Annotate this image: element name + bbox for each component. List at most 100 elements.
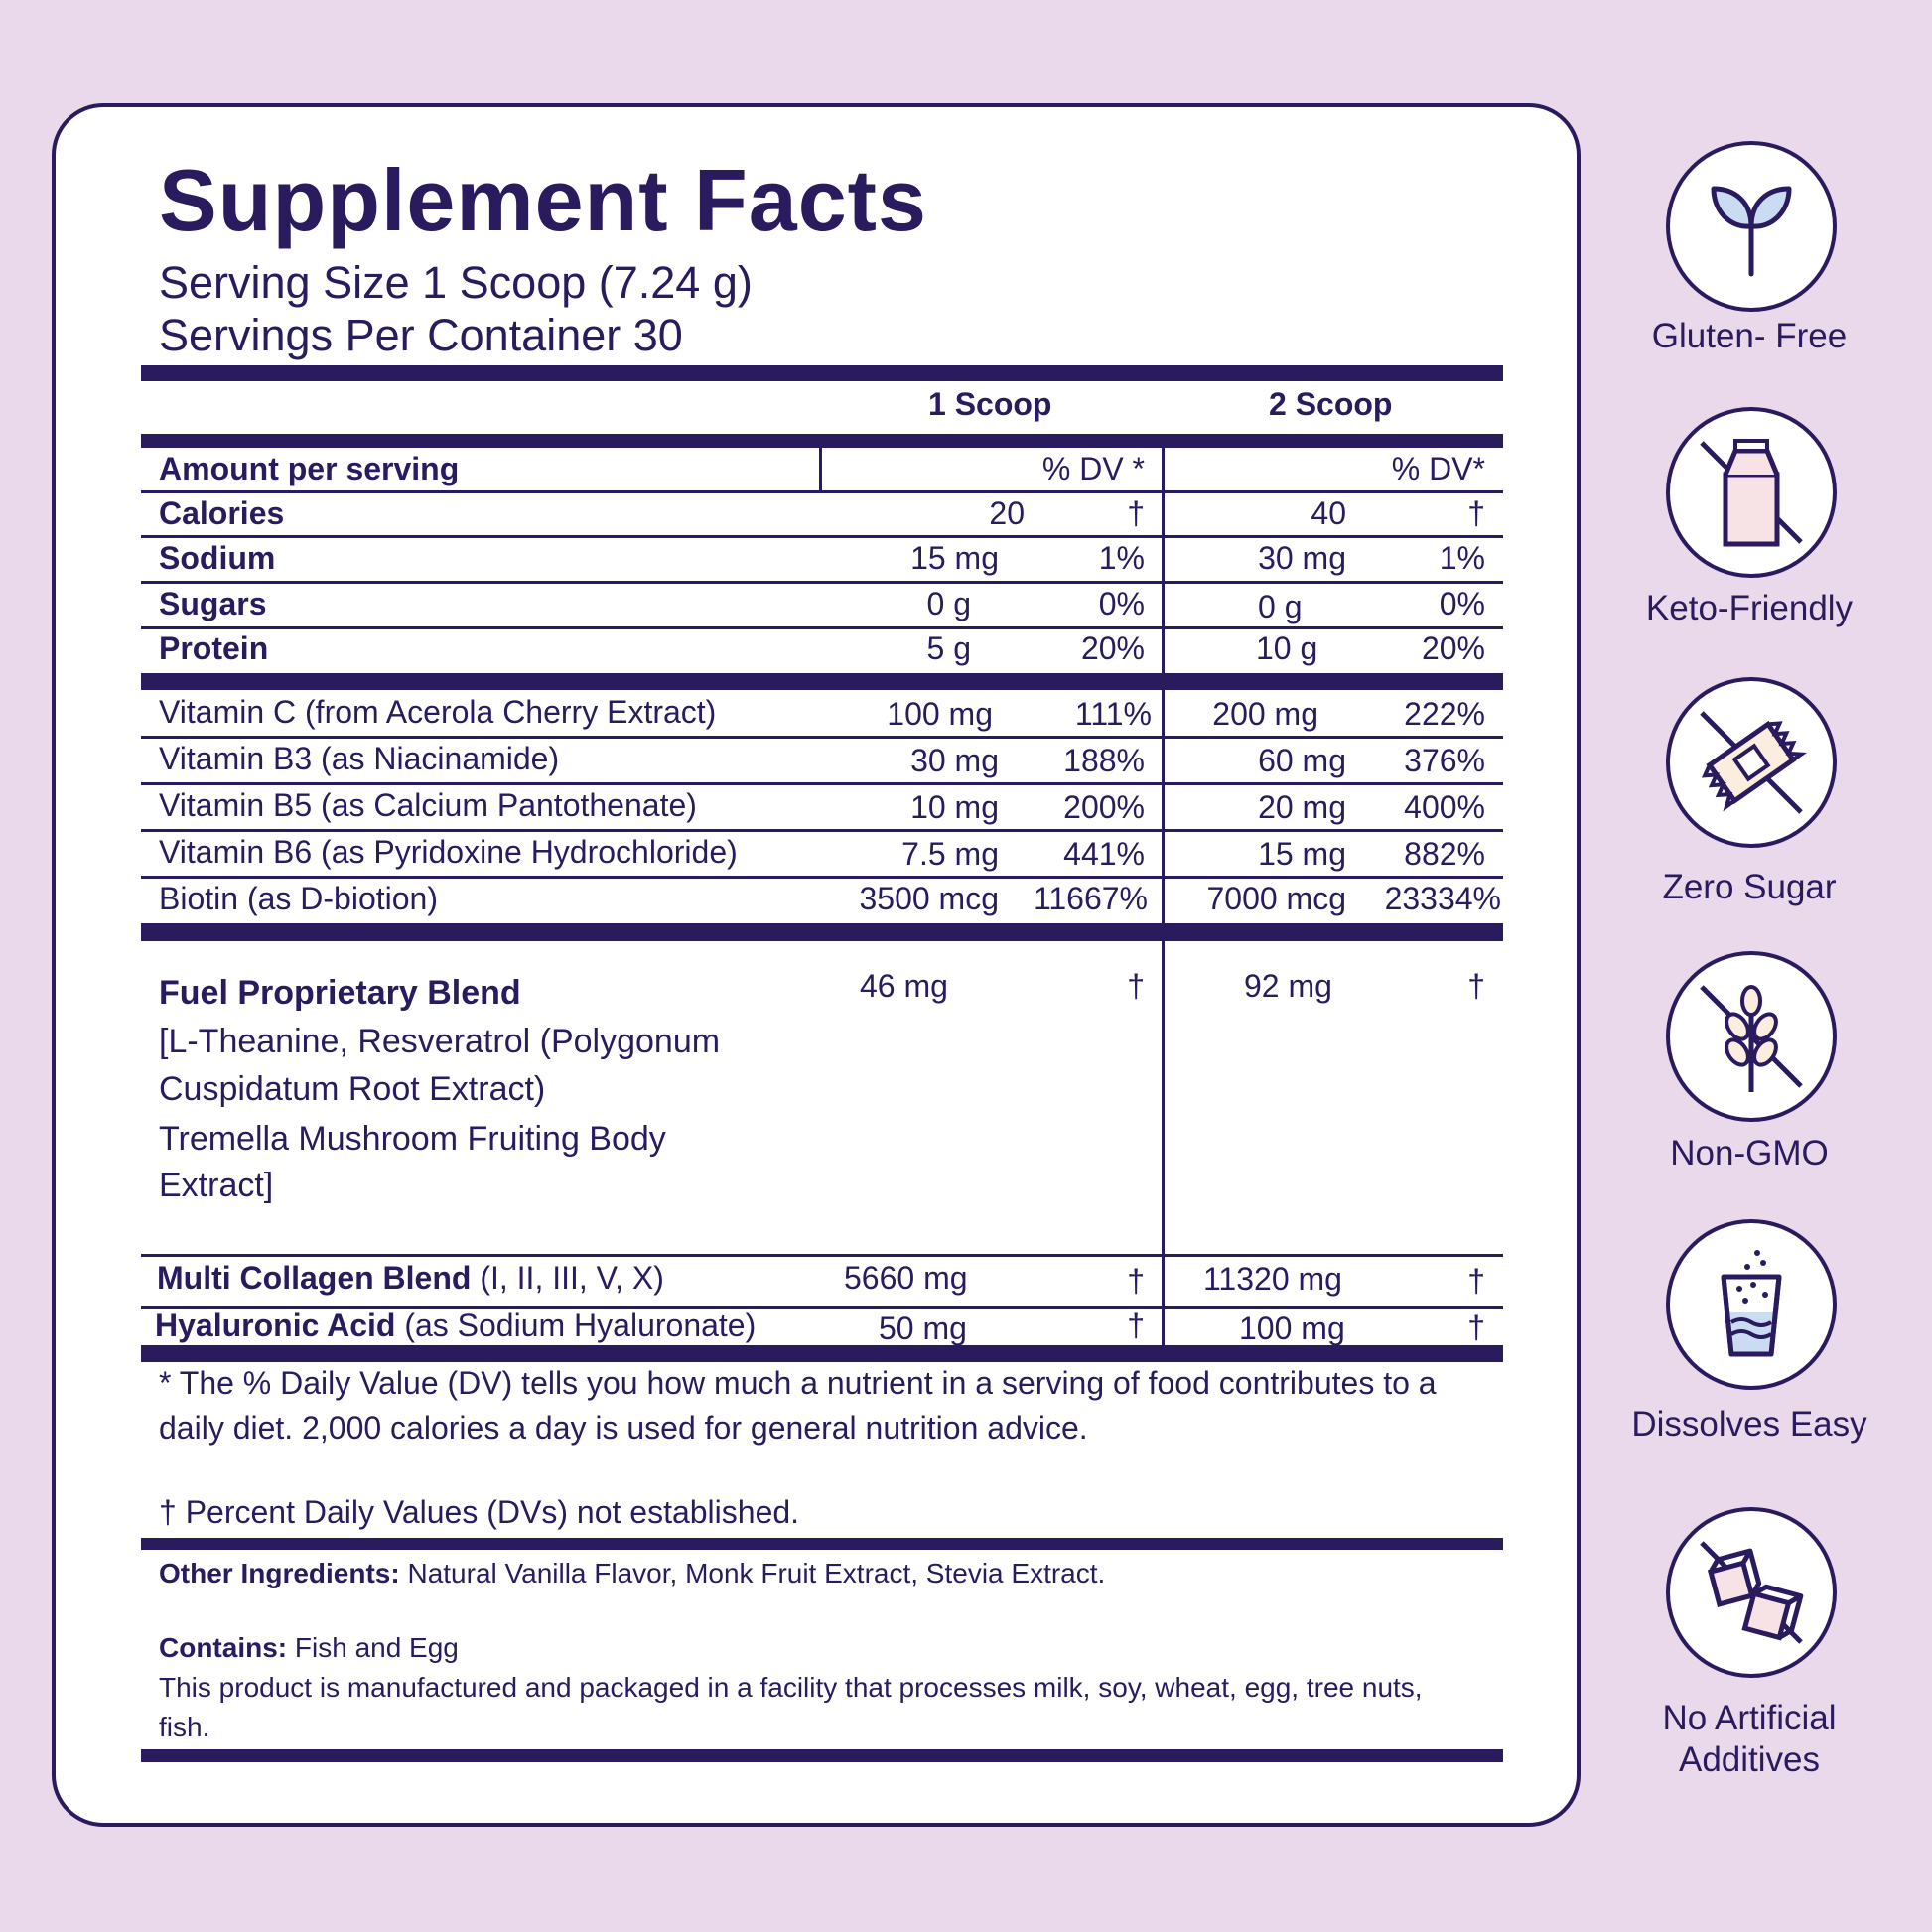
serving-size: Serving Size 1 Scoop (7.24 g) <box>159 257 753 308</box>
row-divider <box>141 736 1503 739</box>
amount-2: 15 mg <box>1258 836 1346 872</box>
dv-1: 1% <box>1098 540 1145 576</box>
facility-statement-continued: fish. <box>159 1712 210 1742</box>
dv-2: † <box>1467 495 1485 531</box>
nutrient-name-bold: Multi Collagen Blend <box>157 1260 472 1296</box>
glass-water-icon <box>1666 1219 1837 1390</box>
dv-2: 20% <box>1421 630 1485 666</box>
dv-1: † <box>1127 495 1145 531</box>
dv-1: 20% <box>1080 630 1145 666</box>
column-header-2-scoop: 2 Scoop <box>1269 386 1393 422</box>
dv-2: † <box>1467 968 1485 1004</box>
amount-per-serving-label: Amount per serving <box>159 451 460 486</box>
contains-text: Fish and Egg <box>287 1632 459 1663</box>
column-divider <box>1162 690 1165 923</box>
amount-2: 60 mg <box>1258 743 1346 778</box>
dv-1: 11667% <box>1033 881 1148 916</box>
milk-carton-crossed-icon <box>1666 407 1837 578</box>
footnote-dagger: † Percent Daily Values (DVs) not establi… <box>159 1494 800 1530</box>
blend-line: Extract] <box>159 1167 274 1204</box>
nutrient-name: Sugars <box>159 586 267 621</box>
nutrient-name: Vitamin B5 (as Calcium Pantothenate) <box>159 787 697 823</box>
dv-1: † <box>1127 1263 1145 1299</box>
page-title: Supplement Facts <box>159 151 927 249</box>
dv-2: 0% <box>1439 586 1485 621</box>
dv-1: 0% <box>1098 586 1145 621</box>
column-divider <box>1162 941 1165 1345</box>
amount-1: 30 mg <box>910 743 999 778</box>
servings-per-container: Servings Per Container 30 <box>159 310 683 360</box>
column-header-1-scoop: 1 Scoop <box>928 386 1052 422</box>
blend-name: Fuel Proprietary Blend <box>159 974 521 1012</box>
row-divider <box>141 581 1503 584</box>
footnote-dv: * The % Daily Value (DV) tells you how m… <box>159 1365 1437 1401</box>
nutrient-name: Vitamin B6 (as Pyridoxine Hydrochloride) <box>159 834 738 870</box>
other-ingredients-label: Other Ingredients: <box>159 1558 400 1588</box>
dv-2: 222% <box>1404 696 1485 732</box>
badge-label: Zero Sugar <box>1662 868 1837 906</box>
row-divider <box>141 1306 816 1309</box>
column-divider <box>1162 448 1165 673</box>
dv-2: 1% <box>1439 540 1485 576</box>
dv-1: † <box>1127 968 1145 1004</box>
amount-2: 40 <box>1311 495 1346 531</box>
amount-1: 5660 mg <box>844 1260 968 1296</box>
thick-rule <box>141 434 1503 448</box>
badge-label: No Artificial Additives <box>1662 1699 1837 1779</box>
thick-rule <box>141 923 1503 941</box>
row-divider <box>141 782 1503 785</box>
thick-rule <box>141 365 1503 381</box>
dv-2: 882% <box>1404 836 1485 872</box>
nutrient-name: Biotin (as D-biotion) <box>159 881 438 916</box>
row-divider <box>141 490 1503 493</box>
row-divider <box>141 626 1503 629</box>
row-divider <box>141 829 1503 832</box>
nutrient-name: Vitamin C (from Acerola Cherry Extract) <box>159 694 717 730</box>
sprout-icon <box>1666 141 1837 312</box>
amount-1: 20 <box>989 495 1025 531</box>
blend-line: [L-Theanine, Resveratrol (Polygonum <box>159 1023 721 1060</box>
dv-1: 111% <box>1074 696 1152 732</box>
row-divider <box>141 1254 1503 1257</box>
amount-2: 30 mg <box>1258 540 1346 576</box>
thick-rule <box>141 1749 1503 1762</box>
dv-2: 376% <box>1404 743 1485 778</box>
dv-header-2: % DV* <box>1391 451 1485 486</box>
footnote-dv-continued: daily diet. 2,000 calories a day is used… <box>159 1410 1088 1446</box>
amount-2: 92 mg <box>1244 968 1332 1004</box>
badge-label: Non-GMO <box>1670 1134 1829 1173</box>
amount-2: 10 g <box>1256 630 1318 666</box>
row-divider <box>141 535 1503 538</box>
blend-line: Tremella Mushroom Fruiting Body <box>159 1120 666 1158</box>
amount-1: 100 mg <box>887 696 993 732</box>
dv-1: 200% <box>1063 789 1145 825</box>
nutrient-name: Sodium <box>159 540 276 576</box>
other-ingredients: Other Ingredients: Natural Vanilla Flavo… <box>159 1560 1105 1587</box>
contains-label: Contains: <box>159 1632 288 1663</box>
amount-1: 10 mg <box>910 789 999 825</box>
amount-2: 20 mg <box>1258 789 1346 825</box>
thick-rule <box>141 1345 1503 1362</box>
nutrient-name: Vitamin B3 (as Niacinamide) <box>159 741 560 776</box>
row-divider <box>810 1306 1503 1309</box>
amount-1: 0 g <box>926 586 971 621</box>
dv-2: 400% <box>1404 789 1485 825</box>
amount-2: 7000 mcg <box>1206 881 1346 916</box>
amount-1: 7.5 mg <box>901 836 999 872</box>
dv-1: † <box>1127 1308 1145 1343</box>
cubes-crossed-icon <box>1666 1507 1837 1678</box>
nutrient-name: Multi Collagen Blend (I, II, III, V, X) <box>157 1262 664 1294</box>
thick-rule <box>141 673 1503 690</box>
nutrient-detail: (I, II, III, V, X) <box>471 1260 664 1296</box>
badge-label: Keto-Friendly <box>1645 589 1854 627</box>
contains: Contains: Fish and Egg <box>159 1634 459 1662</box>
dv-2: † <box>1467 1310 1485 1345</box>
amount-1: 5 g <box>926 630 971 666</box>
amount-2: 0 g <box>1258 589 1303 624</box>
dv-2: † <box>1467 1263 1485 1299</box>
row-divider <box>141 876 1503 879</box>
candy-crossed-icon <box>1666 677 1837 848</box>
nutrient-name-bold: Hyaluronic Acid <box>155 1308 396 1343</box>
amount-1: 3500 mcg <box>859 881 999 916</box>
badge-label: Gluten- Free <box>1651 317 1848 355</box>
